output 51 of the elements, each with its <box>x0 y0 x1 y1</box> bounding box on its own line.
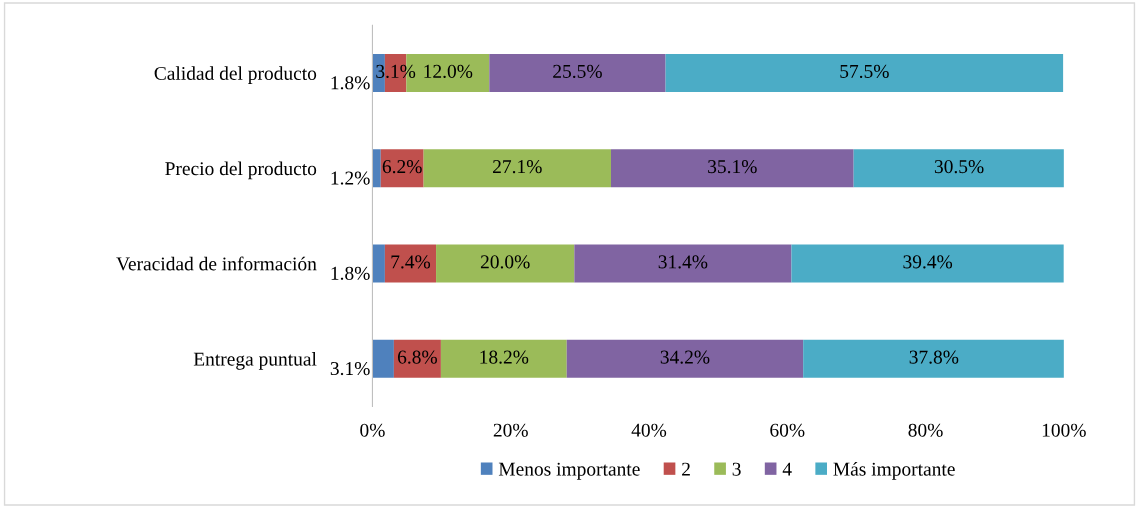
legend-label: 4 <box>782 462 792 476</box>
data-label: 6.8% <box>397 350 437 364</box>
legend-label: Menos importante <box>498 462 640 480</box>
data-label: 6.2% <box>382 160 422 174</box>
data-label: 35.1% <box>708 160 757 174</box>
bar <box>853 149 1064 188</box>
data-label: 1.2% <box>331 171 370 185</box>
data-label: 27.1% <box>493 160 542 174</box>
bar <box>384 244 437 283</box>
legend-label: Más importante <box>833 462 955 480</box>
x-tick-label: 40% <box>631 423 667 437</box>
data-label: 12.0% <box>424 64 473 78</box>
data-label: 7.4% <box>391 255 431 269</box>
x-tick-label: 80% <box>908 423 943 437</box>
bar <box>372 149 381 188</box>
legend-label: 3 <box>732 462 741 476</box>
bar <box>610 149 854 188</box>
data-label: 3.1% <box>330 361 370 376</box>
bar <box>489 53 666 93</box>
bar <box>665 53 1064 93</box>
data-label: 57.5% <box>840 64 889 78</box>
bar <box>436 244 575 283</box>
x-tick-label: 0% <box>360 423 385 437</box>
data-label: 31.4% <box>658 255 708 269</box>
y-tick-label: Calidad del producto <box>154 66 317 84</box>
data-label: 39.4% <box>903 255 953 269</box>
bar <box>574 244 792 283</box>
bar <box>393 339 441 378</box>
data-label: 30.5% <box>934 160 984 174</box>
data-label: 18.2% <box>480 350 529 364</box>
data-label: 34.2% <box>660 350 710 364</box>
y-tick-label: Precio del producto <box>165 161 317 180</box>
y-tick-label: Entrega puntual <box>193 352 317 370</box>
x-tick-label: 20% <box>493 423 528 437</box>
bar <box>380 149 424 188</box>
bar <box>440 339 567 378</box>
data-label: 37.8% <box>909 350 959 364</box>
legend-label: 2 <box>682 462 690 476</box>
bar <box>791 244 1064 283</box>
x-tick-label: 60% <box>770 423 805 437</box>
bar <box>372 339 394 378</box>
data-label: 1.8% <box>331 266 370 280</box>
data-label: 1.8% <box>331 76 370 90</box>
bar <box>803 339 1064 378</box>
bar <box>566 339 804 378</box>
bar <box>372 244 385 283</box>
data-label: 25.5% <box>553 64 602 78</box>
data-label: 20.0% <box>480 255 530 269</box>
bar <box>423 149 611 188</box>
y-tick-label: Veracidad de información <box>116 256 317 271</box>
x-tick-label: 100% <box>1042 423 1086 437</box>
